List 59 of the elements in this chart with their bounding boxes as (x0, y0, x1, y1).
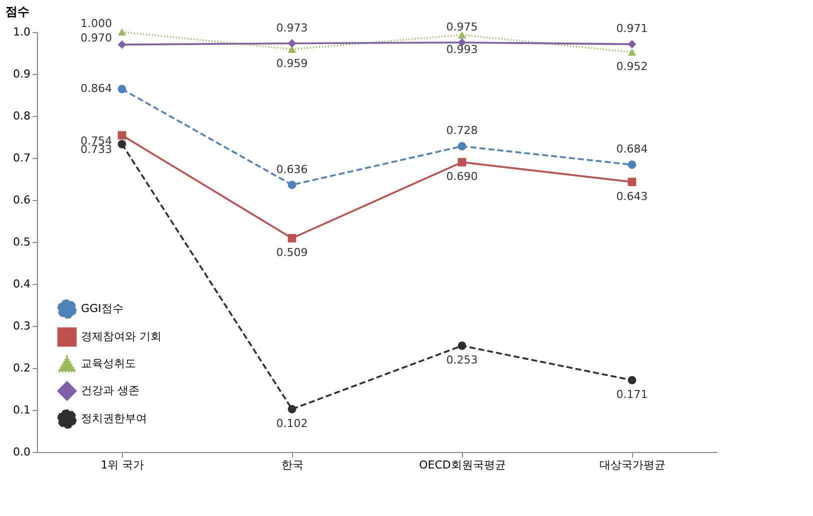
point (458, 142, 466, 150)
legend-label: 경제참여와 기회 (81, 330, 162, 343)
data-label: 0.509 (276, 246, 308, 260)
point (288, 46, 296, 53)
data-label: 0.959 (276, 57, 308, 70)
point (628, 376, 636, 384)
y-tick-label: 0.8 (13, 110, 30, 122)
legend-label: 건강과 생존 (81, 384, 140, 397)
data-label: 0.102 (276, 417, 308, 430)
legend-label: 교육성취도 (81, 357, 136, 370)
y-tick-label: 0.0 (13, 446, 30, 458)
point (628, 178, 636, 186)
data-label: 1.000 (80, 17, 112, 30)
point (628, 160, 636, 169)
x-tick-label: 1위 국가 (100, 458, 144, 472)
point (118, 28, 126, 36)
y-tick-label: 0.1 (13, 404, 30, 416)
y-axis-title: 점수 (6, 4, 30, 18)
y-tick-label: 0.9 (13, 68, 30, 80)
data-label: 0.973 (276, 21, 308, 34)
y-tick-label: 0.7 (13, 152, 30, 164)
y-tick-label: 0.4 (13, 278, 30, 290)
legend-label: 정치권한부여 (81, 412, 147, 425)
point (288, 39, 296, 48)
point (118, 140, 126, 148)
data-label: 0.970 (80, 32, 112, 45)
data-label: 0.971 (616, 22, 648, 36)
point (288, 404, 296, 414)
y-tick-label: 0.6 (13, 194, 30, 206)
point (118, 40, 126, 49)
point (288, 180, 296, 190)
x-tick-label: 한국 (282, 458, 304, 472)
data-label: 0.952 (616, 60, 648, 74)
point (458, 31, 466, 39)
point (118, 84, 126, 94)
point (458, 342, 466, 350)
point (628, 48, 636, 56)
data-label: 0.733 (80, 143, 112, 156)
point (288, 234, 296, 242)
data-label: 0.684 (616, 142, 648, 156)
legend-label: GGI점수 (81, 302, 124, 315)
data-label: 0.690 (446, 170, 478, 184)
data-label: 0.253 (446, 354, 478, 367)
data-label: 0.993 (446, 42, 478, 56)
y-tick-label: 0.3 (13, 320, 30, 332)
x-tick-label: 대상국가평균 (600, 458, 666, 472)
data-label: 0.636 (276, 162, 308, 176)
point (628, 40, 636, 48)
point (118, 131, 126, 140)
x-tick-label: OECD회원국평균 (419, 458, 506, 472)
data-label: 0.975 (446, 20, 478, 34)
data-label: 0.171 (616, 388, 648, 402)
y-tick-label: 1.0 (13, 26, 30, 38)
y-tick-label: 0.2 (13, 362, 30, 374)
data-label: 0.864 (80, 82, 112, 96)
data-label: 0.728 (446, 124, 478, 138)
point (458, 158, 466, 166)
y-tick-label: 0.5 (13, 236, 30, 248)
data-label: 0.643 (616, 190, 648, 203)
